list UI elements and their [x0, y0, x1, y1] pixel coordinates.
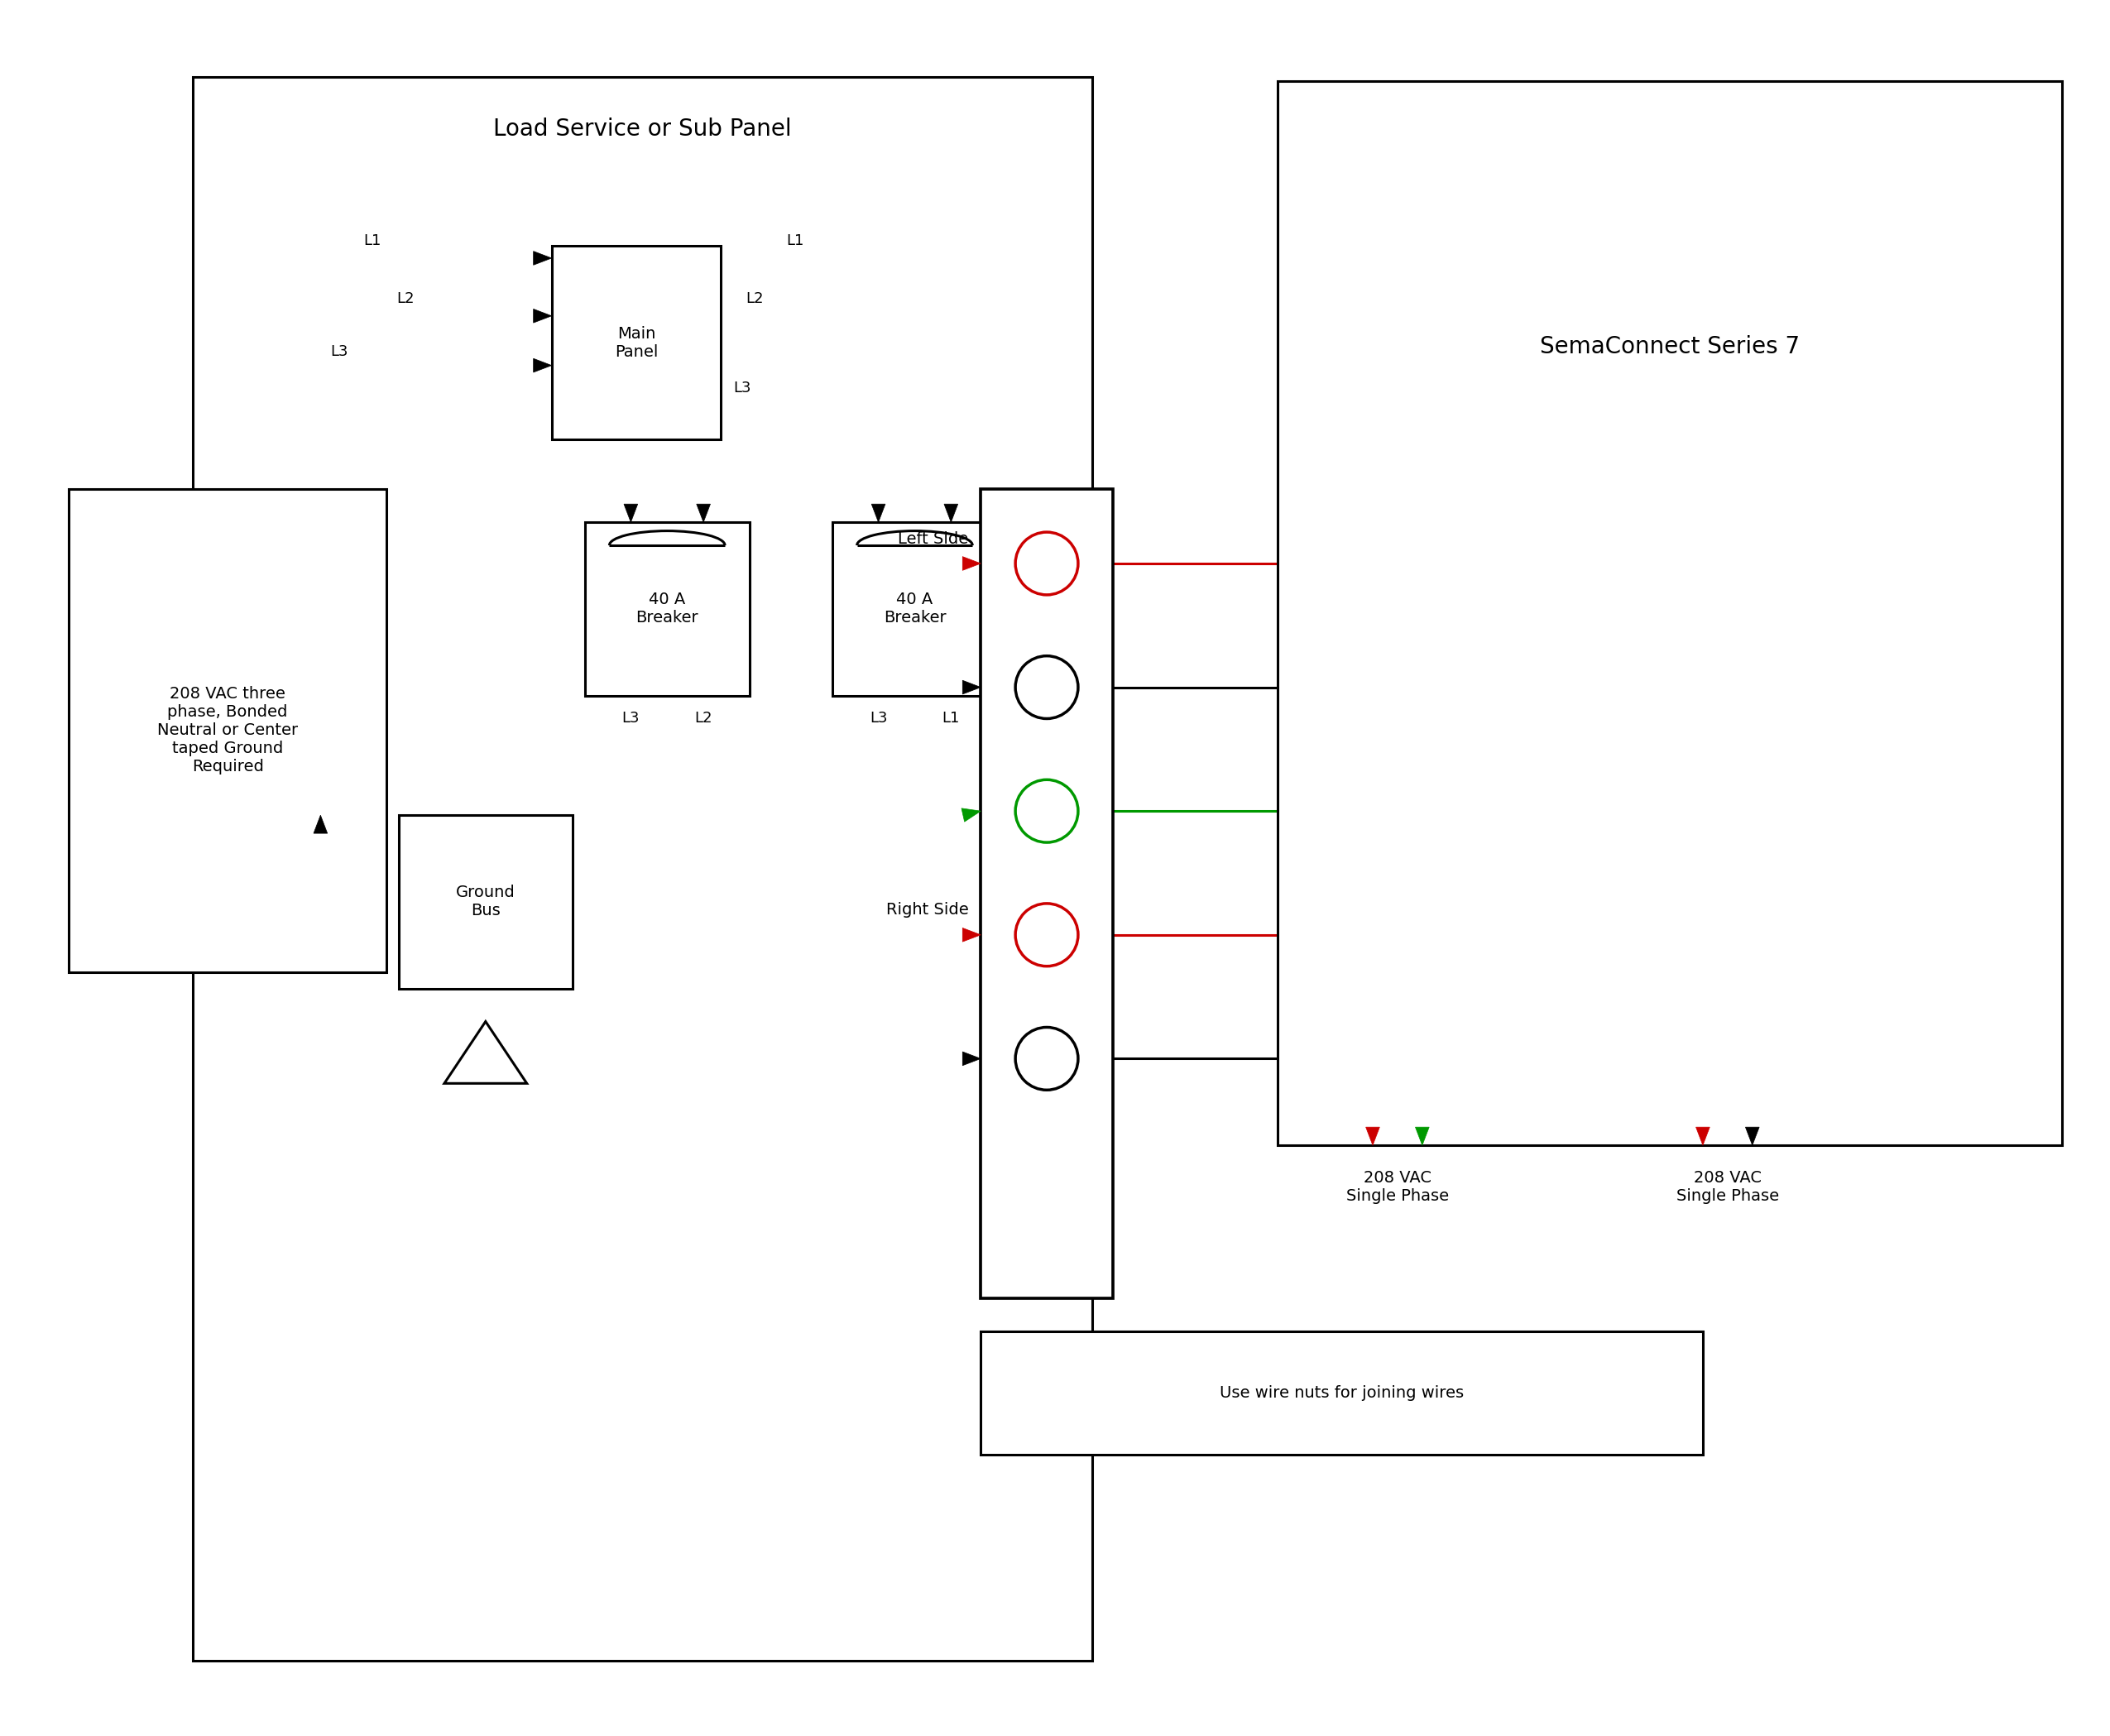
- Text: Right Side: Right Side: [886, 903, 968, 918]
- Text: 40 A
Breaker: 40 A Breaker: [635, 592, 698, 627]
- Polygon shape: [871, 503, 886, 523]
- Circle shape: [1015, 903, 1078, 967]
- Circle shape: [1015, 779, 1078, 842]
- Bar: [192, 76, 1093, 1661]
- Polygon shape: [534, 359, 551, 372]
- Polygon shape: [534, 252, 551, 266]
- Bar: [584, 523, 749, 696]
- Text: L3: L3: [331, 344, 348, 359]
- Text: 40 A
Breaker: 40 A Breaker: [884, 592, 945, 627]
- Bar: [551, 247, 722, 439]
- Text: 208 VAC
Single Phase: 208 VAC Single Phase: [1346, 1170, 1450, 1205]
- Text: L2: L2: [397, 292, 414, 306]
- Polygon shape: [962, 681, 981, 694]
- Text: 208 VAC three
phase, Bonded
Neutral or Center
taped Ground
Required: 208 VAC three phase, Bonded Neutral or C…: [158, 686, 298, 774]
- Text: Load Service or Sub Panel: Load Service or Sub Panel: [494, 118, 791, 141]
- Circle shape: [1015, 656, 1078, 719]
- Text: L2: L2: [745, 292, 764, 306]
- Bar: [70, 490, 386, 972]
- Text: L1: L1: [943, 710, 960, 726]
- Text: L3: L3: [869, 710, 888, 726]
- Polygon shape: [962, 929, 981, 941]
- Bar: [981, 490, 1112, 1299]
- Text: L2: L2: [694, 710, 713, 726]
- Polygon shape: [943, 503, 958, 523]
- Polygon shape: [696, 503, 711, 523]
- Text: L1: L1: [787, 233, 804, 248]
- Polygon shape: [625, 503, 637, 523]
- Polygon shape: [1696, 1127, 1709, 1146]
- Text: SemaConnect Series 7: SemaConnect Series 7: [1540, 335, 1800, 358]
- Polygon shape: [1365, 1127, 1380, 1146]
- Text: Ground
Bus: Ground Bus: [456, 885, 515, 918]
- Polygon shape: [1745, 1127, 1760, 1146]
- Text: Left Side: Left Side: [899, 531, 968, 547]
- Polygon shape: [962, 1052, 981, 1066]
- Polygon shape: [314, 816, 327, 833]
- Bar: [981, 1332, 1703, 1455]
- Text: L3: L3: [622, 710, 639, 726]
- Text: L3: L3: [732, 380, 751, 396]
- Circle shape: [1015, 533, 1078, 595]
- Text: 208 VAC
Single Phase: 208 VAC Single Phase: [1675, 1170, 1779, 1205]
- Bar: [831, 523, 998, 696]
- Circle shape: [1015, 1028, 1078, 1090]
- Text: Use wire nuts for joining wires: Use wire nuts for joining wires: [1220, 1385, 1464, 1401]
- Bar: [399, 816, 572, 988]
- Polygon shape: [962, 809, 981, 821]
- Text: L1: L1: [363, 233, 382, 248]
- Polygon shape: [1416, 1127, 1428, 1146]
- Polygon shape: [962, 557, 981, 571]
- Polygon shape: [534, 309, 551, 323]
- Text: Main
Panel: Main Panel: [614, 326, 658, 359]
- Bar: [1279, 80, 2061, 1146]
